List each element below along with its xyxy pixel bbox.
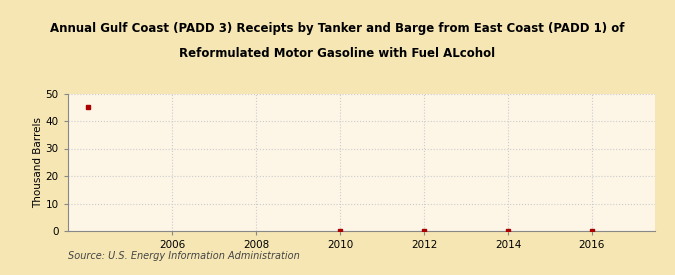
Y-axis label: Thousand Barrels: Thousand Barrels	[32, 117, 43, 208]
Text: Annual Gulf Coast (PADD 3) Receipts by Tanker and Barge from East Coast (PADD 1): Annual Gulf Coast (PADD 3) Receipts by T…	[50, 22, 625, 35]
Text: Reformulated Motor Gasoline with Fuel ALcohol: Reformulated Motor Gasoline with Fuel AL…	[180, 47, 495, 60]
Text: Source: U.S. Energy Information Administration: Source: U.S. Energy Information Administ…	[68, 251, 299, 261]
